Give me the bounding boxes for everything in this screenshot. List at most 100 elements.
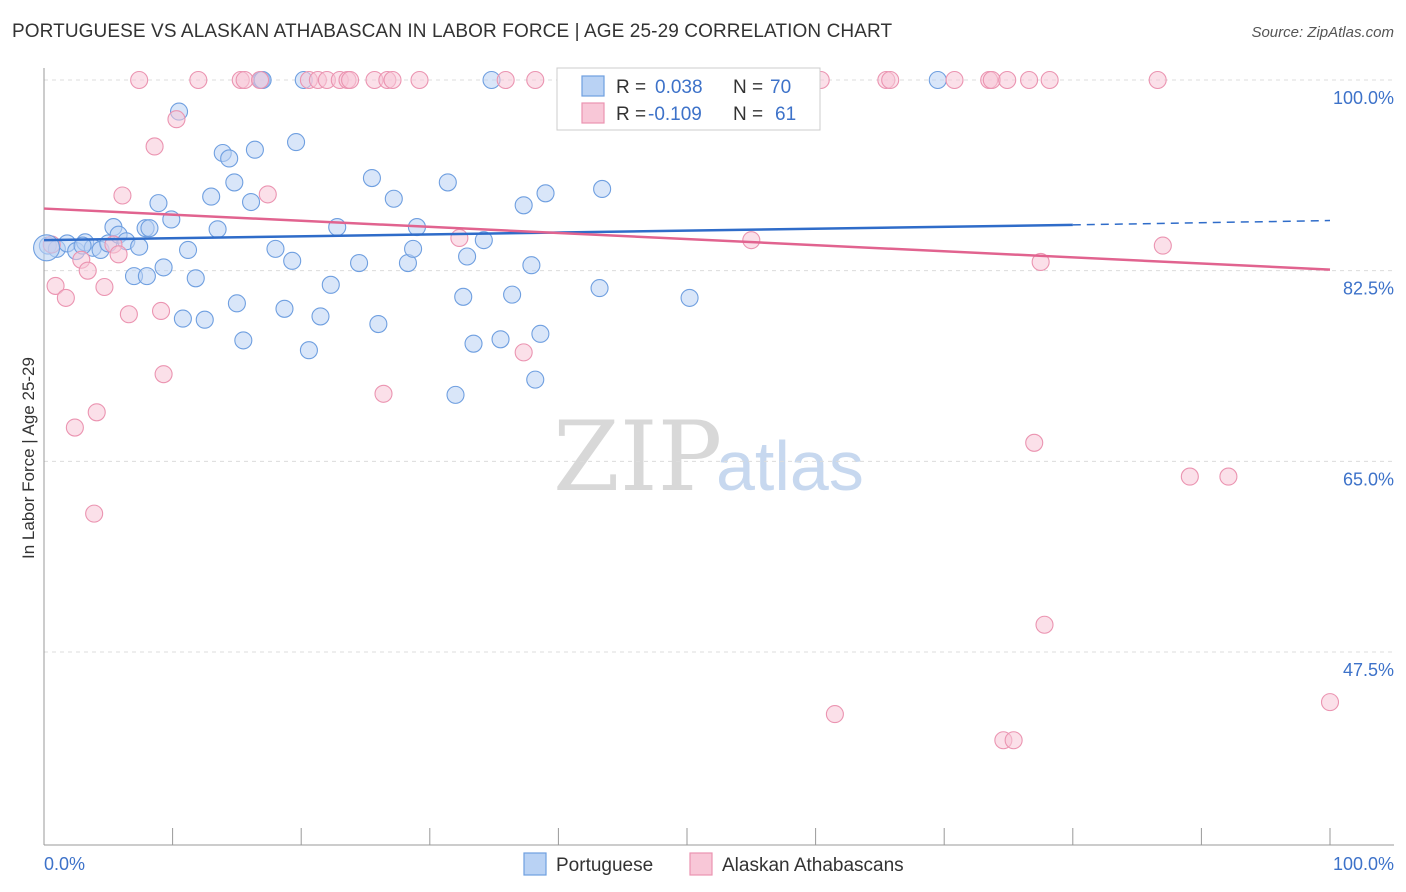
watermark-atlas: atlas (716, 427, 864, 505)
portuguese-point (464, 334, 483, 353)
portuguese-point (438, 173, 457, 192)
legend-r-value-athabascan: -0.109 (648, 104, 702, 125)
athabascan-point (514, 343, 533, 362)
athabascan-point (78, 261, 97, 280)
portuguese-point (234, 331, 253, 350)
portuguese-point (928, 70, 947, 90)
athabascan-point (1025, 433, 1044, 452)
series-legend: Portuguese Alaskan Athabascans (523, 852, 904, 876)
athabascan-point (109, 245, 128, 264)
portuguese-point (287, 133, 306, 152)
portuguese-point (137, 267, 156, 286)
portuguese-point (149, 194, 168, 213)
athabascan-point (1004, 731, 1023, 750)
trend-lines (43, 207, 1331, 271)
athabascan-point (1031, 252, 1050, 272)
portuguese-point (590, 279, 609, 298)
athabascan-point (1153, 236, 1172, 255)
portuguese-point (33, 234, 61, 262)
athabascan-point (1219, 467, 1238, 486)
series-legend-label-athabascan: Alaskan Athabascans (722, 855, 904, 876)
athabascan-point (1180, 467, 1199, 486)
portuguese-point (140, 219, 159, 238)
portuguese-point (350, 253, 369, 273)
athabascan-point (250, 70, 270, 90)
portuguese-point (186, 269, 205, 288)
portuguese-point (225, 173, 244, 192)
athabascan-point (167, 110, 186, 129)
athabascan-point (65, 418, 84, 437)
athabascan-point (46, 276, 65, 295)
portuguese-point (220, 149, 239, 168)
athabascan-point (145, 137, 164, 156)
legend-r-label-portuguese: R = (616, 77, 646, 98)
athabascan-point (410, 70, 429, 90)
athabascan-point (374, 384, 393, 403)
portuguese-point (514, 196, 533, 215)
legend-n-value-portuguese: 70 (770, 77, 791, 98)
x-tick-label-max: 100.0% (1333, 854, 1394, 874)
y-axis-title: In Labor Force | Age 25-29 (19, 357, 38, 559)
portuguese-point (503, 285, 522, 304)
legend-swatch-athabascan (581, 102, 605, 124)
athabascan-point (151, 301, 171, 321)
y-tick-label: 82.5% (1343, 279, 1394, 299)
portuguese-point (522, 256, 541, 275)
athabascan-point (1020, 70, 1039, 90)
athabascan-point (95, 277, 114, 297)
portuguese-point (130, 237, 149, 256)
y-tick-label: 65.0% (1343, 469, 1394, 489)
athabascan-point (258, 185, 277, 204)
athabascan-point (235, 70, 254, 90)
portuguese-point (369, 315, 388, 334)
athabascan-trend-line (43, 207, 1331, 271)
portuguese-point (202, 187, 221, 206)
legend-n-label-athabascan: N = (733, 104, 763, 125)
portuguese-point (491, 330, 510, 349)
portuguese-point (446, 385, 465, 404)
portuguese-point (154, 258, 173, 277)
portuguese-point (208, 220, 227, 239)
legend: R = 0.038 N = 70 R = -0.109 N = 61 (556, 67, 821, 131)
athabascan-point (85, 504, 104, 523)
portuguese-point (593, 179, 612, 199)
athabascan-point (496, 70, 515, 90)
gridlines (44, 79, 1394, 653)
athabascan-point (130, 70, 149, 90)
data-points (33, 70, 1340, 750)
portuguese-point (454, 287, 473, 306)
portuguese-point (680, 288, 699, 307)
portuguese-point (195, 310, 214, 329)
portuguese-point (321, 275, 340, 294)
athabascan-point (341, 70, 360, 90)
portuguese-point (266, 239, 285, 258)
portuguese-point (362, 169, 381, 188)
series-legend-label-portuguese: Portuguese (556, 855, 653, 876)
portuguese-point (531, 324, 550, 343)
portuguese-point (173, 309, 192, 328)
portuguese-point (458, 247, 477, 266)
source-credit: Source: ZipAtlas.com (1251, 24, 1394, 41)
athabascan-point (56, 288, 75, 307)
athabascan-point (526, 70, 545, 90)
portuguese-point (526, 370, 545, 389)
athabascan-point (119, 305, 138, 324)
x-tick-label-min: 0.0% (44, 854, 85, 874)
athabascan-point (189, 70, 208, 90)
athabascan-point (742, 231, 761, 250)
chart-title: PORTUGUESE VS ALASKAN ATHABASCAN IN LABO… (12, 21, 893, 42)
portuguese-point (241, 192, 261, 212)
x-ticks (43, 828, 1331, 845)
portuguese-point (474, 231, 493, 250)
legend-n-value-athabascan: 61 (775, 104, 796, 125)
athabascan-point (1035, 615, 1054, 634)
portuguese-point (384, 189, 403, 208)
athabascan-point (1148, 70, 1167, 90)
athabascan-point (87, 403, 106, 422)
y-tick-labels: 100.0% 82.5% 65.0% 47.5% (1333, 88, 1394, 680)
portuguese-point (299, 341, 318, 360)
athabascan-point (825, 705, 844, 724)
portuguese-point (283, 251, 302, 270)
athabascan-point (113, 186, 132, 205)
watermark: ZIP atlas (553, 401, 864, 513)
